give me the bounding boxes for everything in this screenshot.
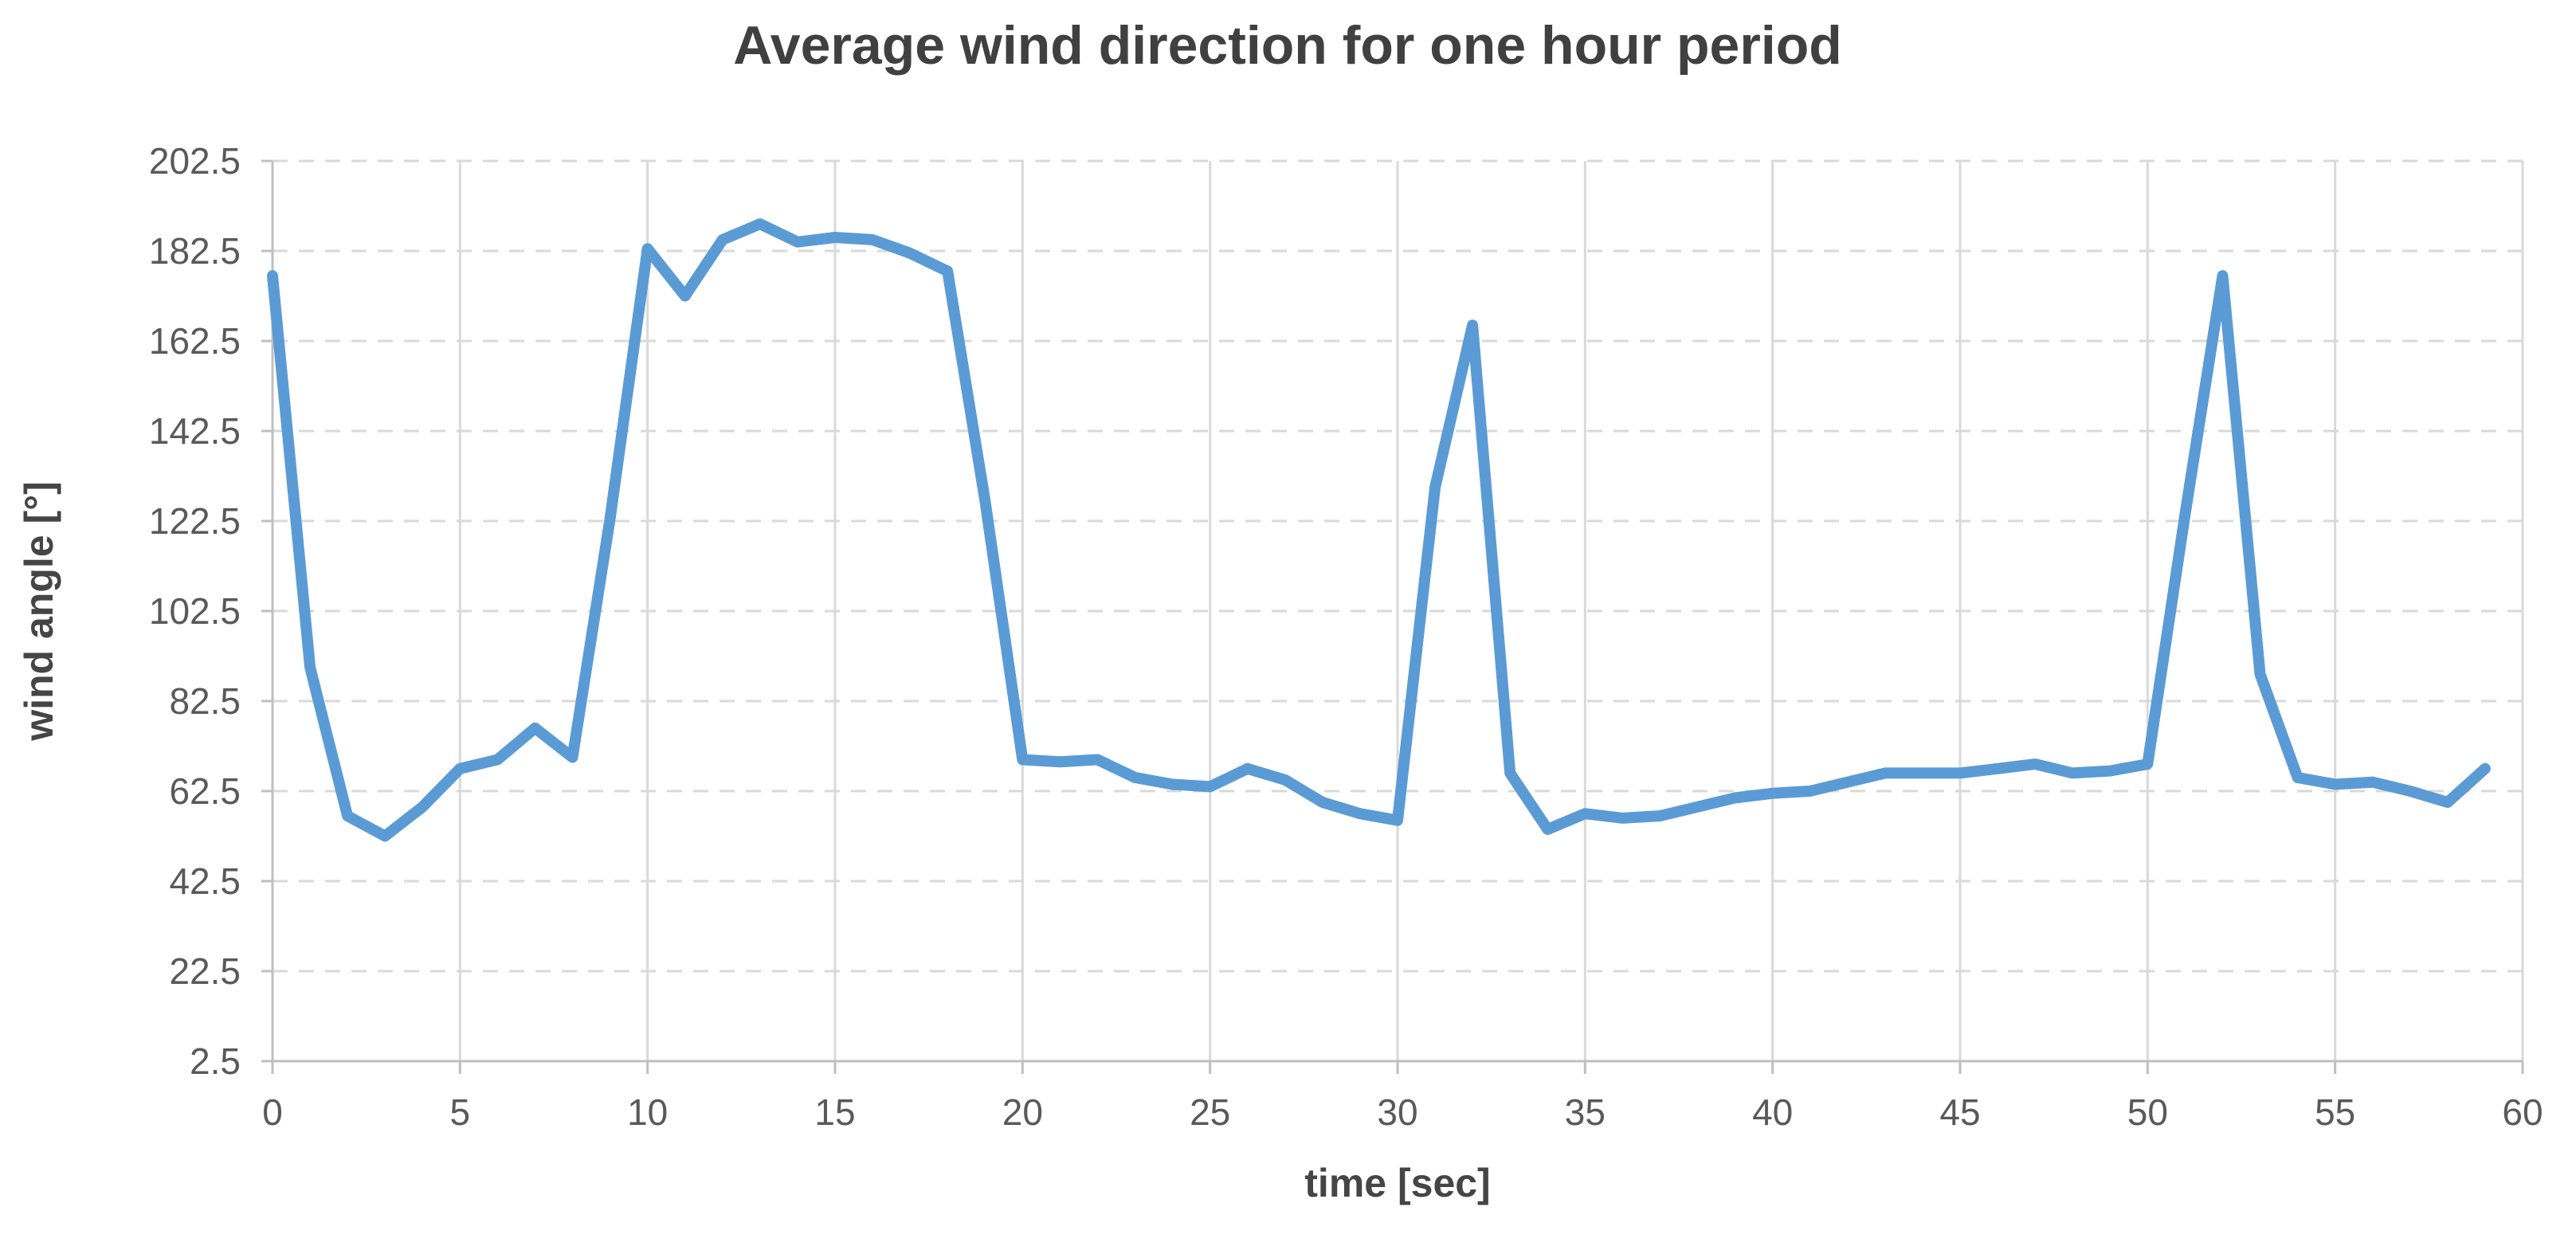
x-tick-label: 0 [262,1091,283,1133]
x-tick-label: 40 [1752,1091,1793,1133]
data-series-layer [267,218,2491,842]
y-tick-label: 182.5 [149,230,241,272]
y-tick-label: 2.5 [190,1040,241,1082]
y-tick-label: 162.5 [149,320,241,362]
gridlines-layer [272,159,2524,1061]
x-tick-label: 5 [450,1091,471,1133]
x-axis-title: time [sec] [1304,1161,1490,1205]
x-tick-label: 10 [627,1091,668,1133]
y-axis-title: wind angle [°] [17,481,61,742]
x-tick-label: 50 [2127,1091,2168,1133]
axes-layer [261,159,2524,1074]
y-tick-label: 82.5 [169,680,241,722]
y-tick-label: 202.5 [149,140,241,182]
y-tick-label: 22.5 [169,950,241,992]
y-tick-label: 122.5 [149,500,241,542]
y-tick-label: 142.5 [149,410,241,452]
x-tick-label: 25 [1190,1091,1230,1133]
x-tick-label: 55 [2315,1091,2355,1133]
x-tick-label: 60 [2502,1091,2543,1133]
x-tick-label: 35 [1565,1091,1606,1133]
x-tick-label: 30 [1377,1091,1417,1133]
x-tick-label: 20 [1002,1091,1043,1133]
x-tick-label: 15 [814,1091,855,1133]
chart-title: Average wind direction for one hour peri… [733,15,1842,76]
y-tick-label: 62.5 [169,770,241,812]
y-tick-label: 42.5 [169,860,241,902]
x-tick-label: 45 [1939,1091,1980,1133]
tick-labels-layer: 2.5 22.5 42.5 62.5 82.5 102.5 122.5 142.5 162.5 1… [149,140,2543,1133]
y-tick-label: 102.5 [149,590,241,632]
wind-direction-line [267,218,2491,842]
